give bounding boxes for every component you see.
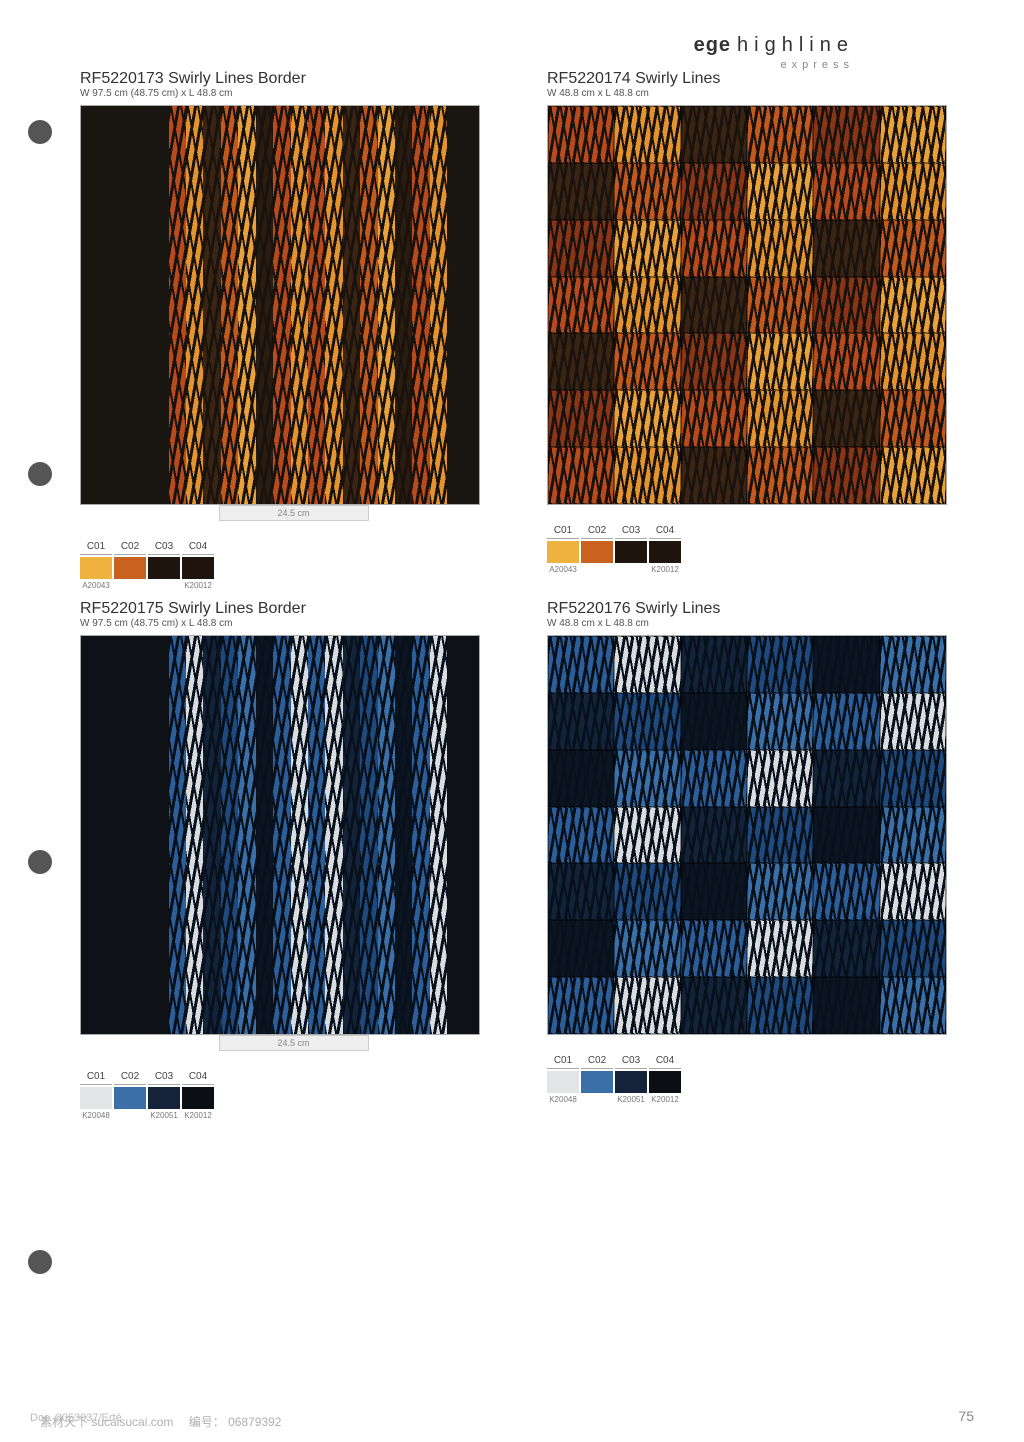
page-number: 75	[958, 1408, 974, 1424]
color-table: C01C02C03C04 A20043 K20012	[547, 525, 974, 574]
product-dimensions: W 97.5 cm (48.75 cm) x L 48.8 cm	[80, 618, 507, 629]
color-chip	[649, 541, 681, 563]
color-chip	[649, 1071, 681, 1093]
color-code	[148, 581, 180, 590]
color-chip	[547, 1071, 579, 1093]
product-RF5220176: RF5220176 Swirly LinesW 48.8 cm x L 48.8…	[547, 600, 974, 1120]
color-chip	[114, 557, 146, 579]
brand-express: express	[694, 59, 854, 71]
color-table: C01C02C03C04 K20048 K20051K20012	[80, 1071, 507, 1120]
watermark: 素材天下 sucaisucai.com 编号： 06879392	[40, 1413, 281, 1430]
color-chip	[615, 541, 647, 563]
color-chip	[581, 1071, 613, 1093]
color-header: C01	[547, 1055, 579, 1069]
color-code: K20012	[182, 581, 214, 590]
color-chip	[148, 557, 180, 579]
color-chip	[114, 1087, 146, 1109]
color-chip	[182, 557, 214, 579]
binder-hole	[28, 120, 52, 144]
pattern-swatch	[547, 635, 947, 1035]
color-header: C03	[615, 1055, 647, 1069]
color-header: C03	[148, 1071, 180, 1085]
brand-block: ege highline express	[694, 34, 854, 71]
product-dimensions: W 97.5 cm (48.75 cm) x L 48.8 cm	[80, 88, 507, 99]
color-code	[114, 581, 146, 590]
color-chip	[182, 1087, 214, 1109]
color-code	[581, 565, 613, 574]
watermark-site: 素材天下 sucaisucai.com	[40, 1415, 173, 1429]
color-code	[615, 565, 647, 574]
color-header: C02	[581, 1055, 613, 1069]
color-code: A20043	[547, 565, 579, 574]
color-header: C03	[148, 541, 180, 555]
color-header: C02	[581, 525, 613, 539]
brand-highline: highline	[737, 34, 854, 56]
product-RF5220174: RF5220174 Swirly LinesW 48.8 cm x L 48.8…	[547, 70, 974, 590]
color-code: K20051	[148, 1111, 180, 1120]
pattern-swatch	[547, 105, 947, 505]
color-code: K20048	[80, 1111, 112, 1120]
color-code: A20043	[80, 581, 112, 590]
pattern-swatch	[80, 105, 480, 505]
pattern-swatch	[80, 635, 480, 1035]
brand-ege: ege	[694, 34, 731, 56]
color-code	[114, 1111, 146, 1120]
color-header: C01	[547, 525, 579, 539]
scale-indicator: 24.5 cm	[219, 1035, 369, 1051]
product-title: RF5220174 Swirly Lines	[547, 70, 974, 88]
binder-hole	[28, 1250, 52, 1274]
color-table: C01C02C03C04 A20043 K20012	[80, 541, 507, 590]
binder-hole	[28, 850, 52, 874]
color-header: C02	[114, 1071, 146, 1085]
binder-hole	[28, 462, 52, 486]
product-RF5220175: RF5220175 Swirly Lines BorderW 97.5 cm (…	[80, 600, 507, 1120]
product-dimensions: W 48.8 cm x L 48.8 cm	[547, 88, 974, 99]
color-header: C04	[649, 1055, 681, 1069]
color-header: C04	[182, 1071, 214, 1085]
product-RF5220173: RF5220173 Swirly Lines BorderW 97.5 cm (…	[80, 70, 507, 590]
product-dimensions: W 48.8 cm x L 48.8 cm	[547, 618, 974, 629]
color-chip	[615, 1071, 647, 1093]
color-code: K20012	[649, 1095, 681, 1104]
color-code: K20051	[615, 1095, 647, 1104]
color-header: C02	[114, 541, 146, 555]
color-header: C03	[615, 525, 647, 539]
color-code	[581, 1095, 613, 1104]
color-table: C01C02C03C04 K20048 K20051K20012	[547, 1055, 974, 1104]
product-title: RF5220175 Swirly Lines Border	[80, 600, 507, 618]
product-grid: RF5220173 Swirly Lines BorderW 97.5 cm (…	[80, 70, 974, 1120]
color-chip	[80, 1087, 112, 1109]
product-title: RF5220173 Swirly Lines Border	[80, 70, 507, 88]
color-chip	[148, 1087, 180, 1109]
watermark-code: 06879392	[228, 1415, 281, 1429]
color-code: K20048	[547, 1095, 579, 1104]
color-header: C04	[182, 541, 214, 555]
color-chip	[80, 557, 112, 579]
color-code: K20012	[182, 1111, 214, 1120]
product-title: RF5220176 Swirly Lines	[547, 600, 974, 618]
color-chip	[581, 541, 613, 563]
color-chip	[547, 541, 579, 563]
color-header: C01	[80, 541, 112, 555]
color-header: C04	[649, 525, 681, 539]
color-header: C01	[80, 1071, 112, 1085]
watermark-label: 编号：	[189, 1415, 225, 1429]
color-code: K20012	[649, 565, 681, 574]
scale-indicator: 24.5 cm	[219, 505, 369, 521]
